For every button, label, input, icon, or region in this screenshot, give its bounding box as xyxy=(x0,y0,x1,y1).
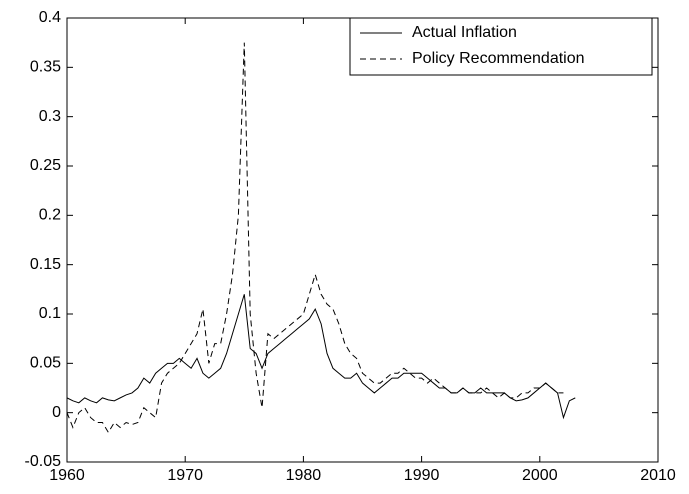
legend-label: Actual Inflation xyxy=(412,24,517,41)
y-tick-label: 0.1 xyxy=(39,305,61,322)
y-tick-label: 0.3 xyxy=(39,108,61,125)
x-tick-label: 1960 xyxy=(49,467,85,484)
x-tick-label: 1990 xyxy=(404,467,440,484)
y-tick-label: 0.2 xyxy=(39,207,61,224)
legend-label: Policy Recommendation xyxy=(412,50,585,67)
y-tick-label: 0.05 xyxy=(30,355,61,372)
x-tick-label: 2000 xyxy=(522,467,558,484)
x-tick-label: 1970 xyxy=(167,467,203,484)
plot-area xyxy=(66,17,659,463)
x-tick-label: 2010 xyxy=(640,467,676,484)
y-tick-label: 0.35 xyxy=(30,59,61,76)
legend-box xyxy=(349,17,653,76)
y-tick-label: 0.25 xyxy=(30,157,61,174)
series-line xyxy=(66,42,564,434)
y-tick-label: -0.05 xyxy=(25,453,62,470)
series-line xyxy=(66,294,576,420)
y-tick-label: 0.15 xyxy=(30,256,61,273)
y-tick-label: 0.4 xyxy=(39,9,61,26)
x-tick-label: 1980 xyxy=(286,467,322,484)
y-tick-label: 0 xyxy=(52,404,61,421)
